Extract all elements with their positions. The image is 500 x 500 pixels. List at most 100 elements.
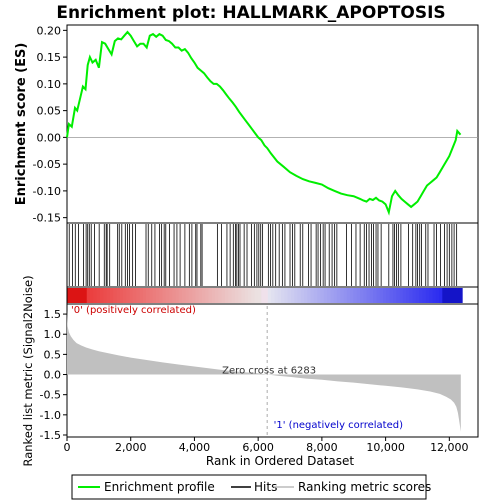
rank-bar-segment [455,288,460,303]
rank-bar-segment [300,288,305,303]
rank-bar-segment [406,288,410,303]
rank-bar-segment [310,288,315,303]
rank-bar-segment [340,288,345,303]
x-tick-label: 10,000 [366,441,405,454]
rank-bar-segment [162,288,167,303]
rank-bar-segment [336,288,341,303]
es-ytick-label: 0.10 [37,78,62,91]
rank-bar-segment [439,288,443,303]
rank-bar-segment [244,288,249,303]
rank-bar-segment [402,288,407,303]
rank-bar-segment [231,288,236,303]
rank-bar-segment [185,288,190,303]
es-ytick-label: 0.20 [37,24,62,37]
rank-bar-segment [280,288,285,303]
rank-bar-segment [333,288,338,303]
rank-bar-segment [152,288,157,303]
rank-bar-segment [129,288,134,303]
rank-bar-segment [192,288,196,303]
rank-bar-segment [409,288,414,303]
rank-bar-segment [442,288,447,303]
rank-bar-segment [277,288,282,303]
rank-bar-segment [429,288,434,303]
metric-ylabel: Ranked list metric (Signal2Noise) [21,275,35,466]
rank-bar-segment [271,288,276,303]
x-tick-label: 0 [64,441,71,454]
rank-bar-segment [67,288,71,303]
x-tick-label: 2,000 [115,441,147,454]
rank-bar-segment [379,288,384,303]
es-ytick-label: 0.00 [37,131,62,144]
rank-bar-segment [159,288,164,303]
rank-bar-segment [201,288,206,303]
es-ytick-label: -0.15 [33,212,61,225]
rank-bar-segment [294,288,299,303]
legend-metric-label: Ranking metric scores [298,480,431,494]
rank-bar-segment [238,288,243,303]
rank-bar-segment [415,288,420,303]
x-tick-label: 6,000 [242,441,274,454]
rank-bar-segment [136,288,141,303]
rank-bar-segment [366,288,371,303]
es-panel-frame [66,24,479,224]
rank-bar-segment [188,288,193,303]
rank-bar-segment [96,288,101,303]
rank-bar-segment [313,288,318,303]
rank-bar-segment [435,288,440,303]
rank-bar-segment [297,288,302,303]
rank-bar-segment [323,288,328,303]
ranking-metric-area [67,310,461,432]
rank-bar-segment [149,288,154,303]
rank-bar-segment [350,288,355,303]
rank-bar-segment [182,288,187,303]
rank-bar-segment [363,288,368,303]
metric-ytick-label: -1.5 [40,429,61,442]
rank-bar-segment [261,288,266,303]
es-ytick-label: -0.05 [33,158,61,171]
rank-bar-segment [234,288,239,303]
metric-ytick-label: 0.0 [44,369,62,382]
rank-bar-segment [73,288,78,303]
rank-bar-segment [392,288,397,303]
rank-bar-segment [122,288,127,303]
positive-correlation-label: '0' (positively correlated) [71,305,196,316]
rank-bar-segment [396,288,401,303]
x-tick-label: 12,000 [430,441,469,454]
rank-bar-segment [317,288,322,303]
rank-bar-segment [225,288,229,303]
legend-hits-label: Hits [254,480,277,494]
rank-bar-segment [172,288,177,303]
rank-bar-segment [287,288,292,303]
chart-title: Enrichment plot: HALLMARK_APOPTOSIS [56,3,445,23]
rank-bar-segment [103,288,108,303]
rank-bar-segment [80,288,85,303]
x-tick-label: 4,000 [179,441,211,454]
rank-bar-segment [146,288,150,303]
rank-bar-segment [412,288,417,303]
rank-bar-segment [445,288,450,303]
rank-bar-segment [165,288,170,303]
rank-bar-segment [205,288,210,303]
rank-bar-segment [126,288,131,303]
x-axis-label: Rank in Ordered Dataset [206,454,354,468]
rank-bar-segment [169,288,173,303]
rank-bar-segment [241,288,246,303]
rank-bar-segment [178,288,183,303]
negative-correlation-label: '1' (negatively correlated) [274,420,403,431]
rank-bar-segment [215,288,220,303]
rank-bar-segment [353,288,358,303]
rank-bar-segment [139,288,144,303]
rank-bar-segment [116,288,121,303]
metric-ytick-label: -0.5 [40,389,61,402]
rank-bar-segment [419,288,424,303]
rank-bar-segment [76,288,81,303]
rank-bar-segment [376,288,381,303]
rank-bar-segment [267,288,272,303]
rank-bar-segment [218,288,223,303]
rank-bar-segment [320,288,325,303]
enrichment-profile-line [66,30,462,216]
rank-bar-segment [109,288,114,303]
rank-bar-segment [257,288,262,303]
rank-bar-segment [86,288,91,303]
